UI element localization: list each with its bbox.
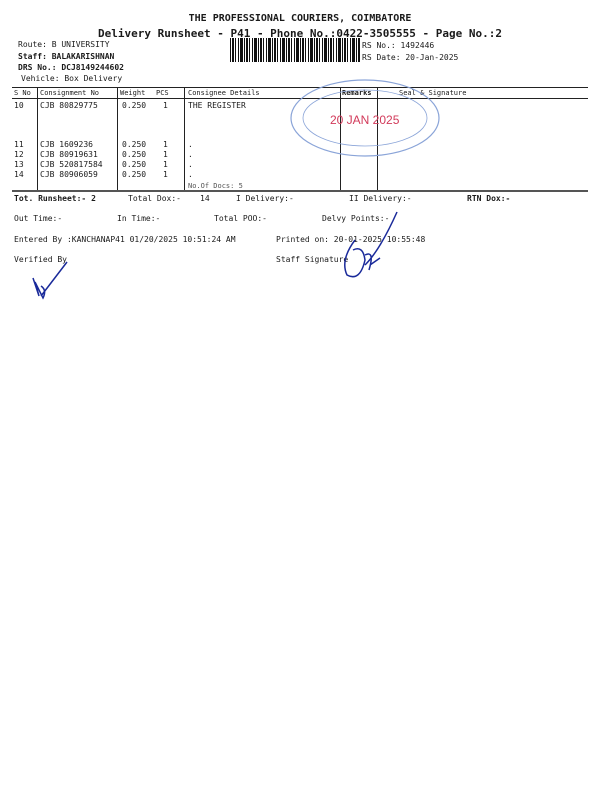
table-cell-weight: 0.250	[122, 101, 147, 110]
drs-no: DRS No.: DCJ8149244602	[18, 63, 124, 72]
university-stamp	[290, 79, 440, 157]
staff-signature	[344, 211, 398, 278]
table-cell-sno: 10	[14, 101, 24, 110]
table-cell-pcs: 1	[163, 101, 168, 110]
stamp-date: 20 JAN 2025	[330, 113, 400, 127]
col-pcs: PCS	[156, 89, 169, 97]
table-cell-cons: CJB 520817584	[40, 160, 103, 169]
rs-date: RS Date: 20-Jan-2025	[362, 53, 459, 62]
printed-on: Printed on: 20-01-2025 10:55:48	[276, 235, 426, 244]
table-cell-weight: 0.250	[122, 140, 147, 149]
verified-by: Verified By	[14, 255, 67, 264]
table-cell-sno: 13	[14, 160, 24, 169]
table-cell-details: .	[188, 170, 193, 179]
table-cell-cons: CJB 80919631	[40, 150, 98, 159]
docs-count: No.Of Docs: 5	[188, 182, 243, 190]
table-cell-cons: CJB 80906059	[40, 170, 98, 179]
table-bottom-line	[12, 190, 588, 192]
runsheet-subtitle: Delivery Runsheet - P41 - Phone No.:0422…	[98, 27, 502, 40]
table-cell-cons: CJB 1609236	[40, 140, 93, 149]
staff: Staff: BALAKARISHNAN	[18, 52, 115, 61]
col-seal: Seal & Signature	[399, 89, 467, 97]
col-divider	[377, 87, 378, 190]
ii-delivery: II Delivery:-	[349, 194, 412, 203]
table-top-line	[12, 87, 588, 88]
table-cell-sno: 12	[14, 150, 24, 159]
total-dox-value: 14	[200, 194, 210, 203]
table-cell-cons: CJB 80829775	[40, 101, 98, 110]
out-time: Out Time:-	[14, 214, 63, 223]
rtn-dox: RTN Dox:-	[467, 194, 511, 203]
table-cell-weight: 0.250	[122, 170, 147, 179]
company-title: THE PROFESSIONAL COURIERS, COIMBATORE	[188, 13, 412, 24]
i-delivery: I Delivery:-	[236, 194, 294, 203]
table-cell-sno: 14	[14, 170, 24, 179]
table-cell-pcs: 1	[163, 160, 168, 169]
col-remarks: Remarks	[342, 89, 372, 97]
table-cell-pcs: 1	[163, 170, 168, 179]
table-cell-weight: 0.250	[122, 150, 147, 159]
tot-runsheet: Tot. Runsheet:- 2	[14, 194, 96, 203]
total-dox-label: Total Dox:-	[128, 194, 181, 203]
col-sno: S No	[14, 89, 31, 97]
vehicle: Vehicle: Box Delivery	[21, 74, 123, 83]
total-poo: Total POO:-	[214, 214, 267, 223]
entered-by: Entered By :KANCHANAP41 01/20/2025 10:51…	[14, 235, 236, 244]
rs-no: RS No.: 1492446	[362, 41, 435, 50]
delvy-points: Delvy Points:-	[322, 214, 390, 223]
col-divider	[117, 87, 118, 190]
table-cell-pcs: 1	[163, 150, 168, 159]
in-time: In Time:-	[117, 214, 161, 223]
col-consignee: Consignee Details	[188, 89, 260, 97]
header-line	[12, 98, 588, 99]
table-cell-pcs: 1	[163, 140, 168, 149]
table-cell-sno: 11	[14, 140, 24, 149]
table-cell-details: .	[188, 150, 193, 159]
col-consignment: Consignment No	[40, 89, 100, 97]
table-cell-details: .	[188, 160, 193, 169]
col-divider	[37, 87, 38, 190]
col-divider	[340, 87, 341, 190]
table-cell-weight: 0.250	[122, 160, 147, 169]
table-cell-details: .	[188, 140, 193, 149]
route: Route: B UNIVERSITY	[18, 40, 110, 49]
staff-signature-label: Staff Signature	[276, 255, 349, 264]
barcode	[230, 38, 360, 62]
verifier-signature	[32, 261, 68, 300]
table-cell-details: THE REGISTER	[188, 101, 246, 110]
col-weight: Weight	[120, 89, 146, 97]
col-divider	[184, 87, 185, 190]
